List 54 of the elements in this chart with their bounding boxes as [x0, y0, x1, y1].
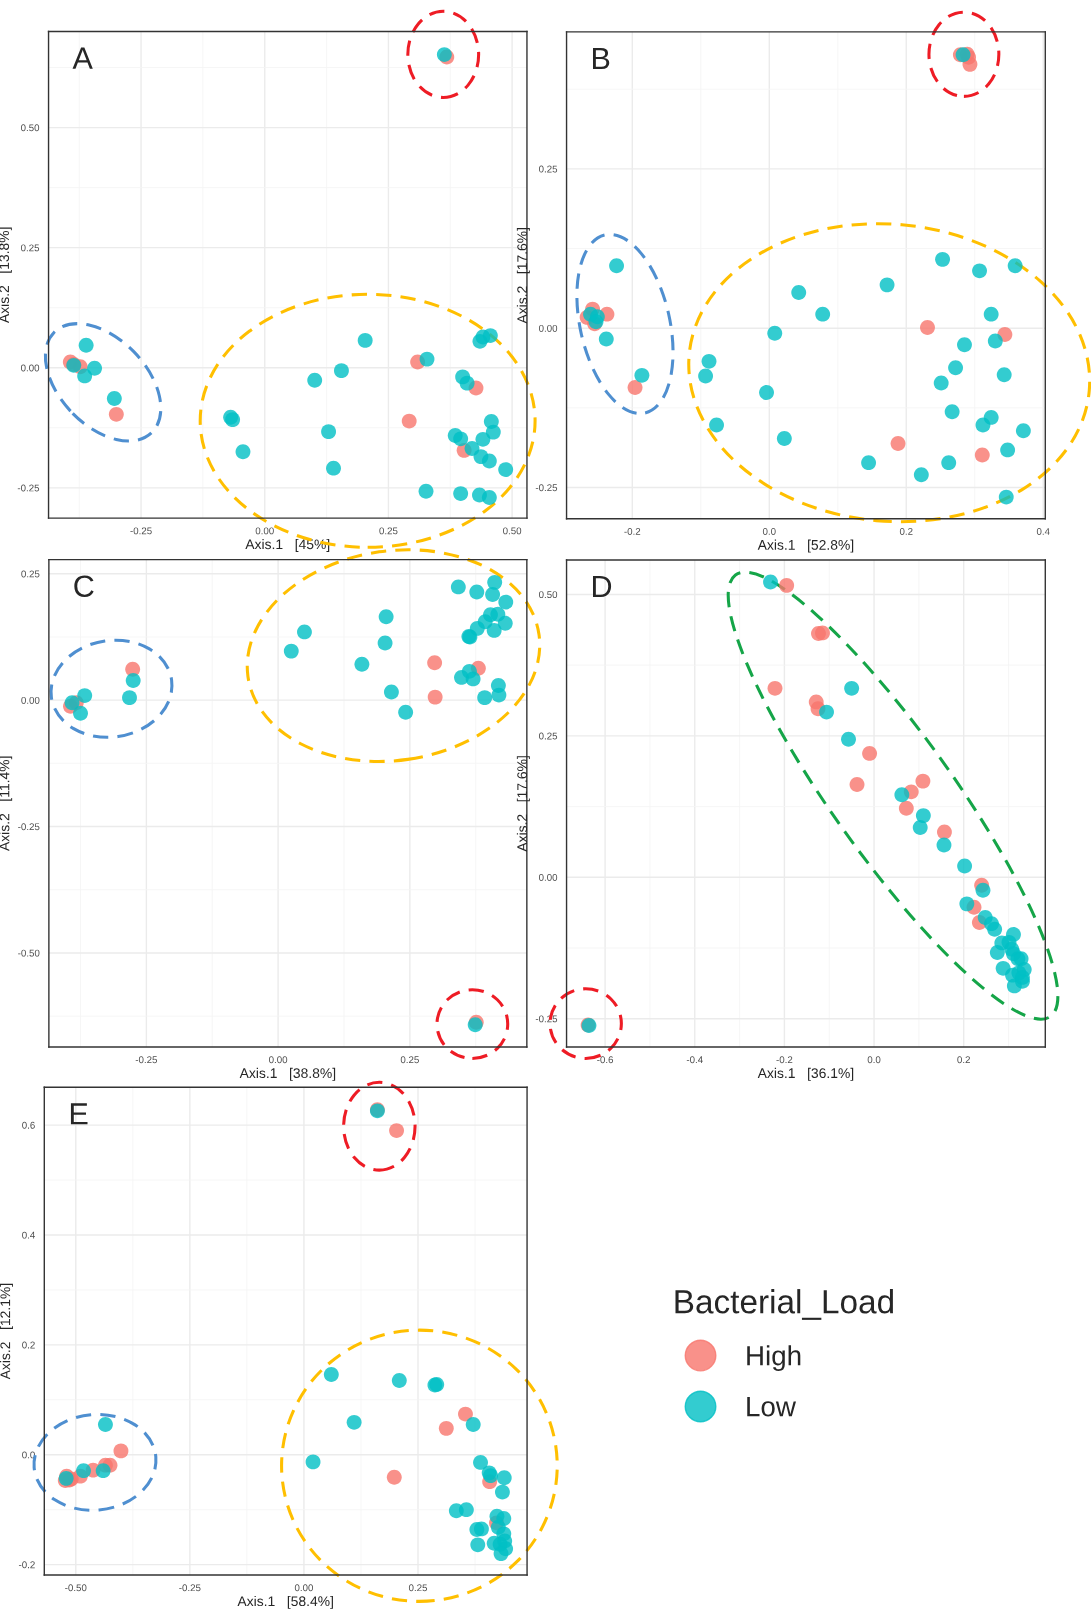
annotation: B	[593, 47, 610, 69]
x-tick-label: 0.25	[379, 527, 398, 535]
x-tick-label: 0.4	[1036, 528, 1050, 535]
y-tick-label: -0.25	[535, 484, 558, 492]
annotation: E	[70, 1103, 88, 1125]
y-tick-label: 0.25	[21, 570, 40, 578]
x-tick-label: -0.4	[686, 1056, 703, 1064]
x-tick-label: 0.50	[503, 527, 522, 535]
y-tick-label: 0.4	[22, 1231, 35, 1239]
y-axis-title: Axis.2 [17.6%]	[516, 228, 530, 324]
x-tick-label: 0.25	[408, 1584, 428, 1592]
legend-label: Low	[747, 1397, 796, 1417]
x-tick-label: 0.0	[867, 1056, 881, 1064]
x-tick-label: 0.00	[255, 527, 274, 535]
y-tick-label: 0.00	[538, 324, 558, 332]
y-tick-label: -0.25	[18, 823, 40, 831]
legend-label: High	[747, 1345, 801, 1372]
x-axis-title: Axis.1 [52.8%]	[757, 539, 854, 553]
y-axis-title: Axis.2 [11.4%]	[0, 756, 13, 851]
x-axis-title: Axis.1 [36.1%]	[757, 1067, 854, 1081]
x-tick-label: -0.50	[65, 1584, 87, 1592]
annotation: C	[74, 575, 94, 598]
y-tick-label: -0.50	[18, 949, 40, 957]
y-axis-title: Axis.2 [12.1%]	[0, 1283, 13, 1380]
x-tick-label: -0.6	[597, 1056, 614, 1064]
x-tick-label: 0.0	[762, 528, 776, 535]
y-axis-title: Axis.2 [17.6%]	[516, 756, 530, 852]
annotation: D	[593, 576, 612, 598]
x-tick-label: 0.25	[400, 1056, 419, 1064]
x-axis-title: Axis.1 [58.4%]	[237, 1595, 333, 1609]
x-tick-label: -0.2	[776, 1056, 793, 1064]
x-tick-label: -0.25	[130, 527, 152, 535]
y-tick-label: -0.25	[17, 484, 40, 492]
y-tick-label: 0.25	[538, 732, 558, 740]
legend-title: Bacterial_Load	[675, 1289, 893, 1320]
x-tick-label: -0.25	[179, 1584, 201, 1592]
y-tick-label: 0.25	[538, 165, 558, 173]
y-tick-label: 0.00	[20, 364, 40, 372]
x-tick-label: 0.2	[957, 1056, 970, 1064]
y-tick-label: -0.2	[18, 1561, 35, 1569]
y-tick-label: 0.25	[20, 244, 40, 252]
x-tick-label: 0.00	[294, 1584, 314, 1592]
annotation: A	[72, 47, 93, 69]
y-tick-label: 0.6	[22, 1121, 35, 1129]
y-tick-label: 0.00	[21, 696, 40, 704]
x-axis-title: Axis.1 [38.8%]	[239, 1067, 336, 1081]
x-tick-label: 0.2	[899, 528, 913, 535]
y-tick-label: 0.2	[22, 1341, 35, 1349]
x-tick-label: -0.25	[135, 1056, 158, 1064]
y-tick-label: 0.00	[538, 874, 558, 881]
x-tick-label: -0.2	[624, 528, 641, 535]
y-tick-label: 0.50	[20, 124, 40, 132]
y-tick-label: 0.50	[538, 591, 558, 599]
x-tick-label: 0.00	[269, 1056, 288, 1064]
